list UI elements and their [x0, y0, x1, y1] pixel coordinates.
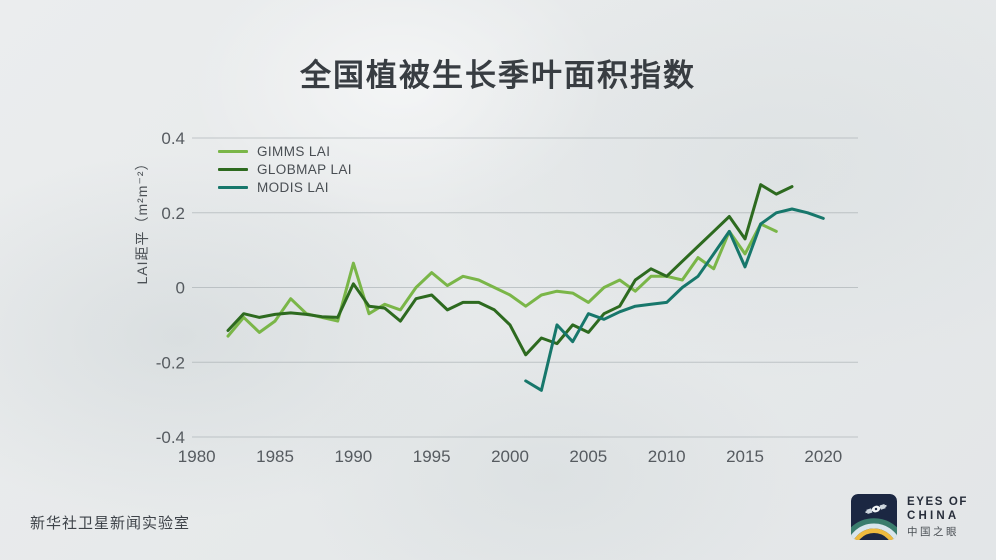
satellite-icon: [865, 503, 887, 515]
eyes-of-china-logo-icon: [850, 494, 897, 540]
y-tick-label: -0.4: [156, 428, 185, 447]
y-tick-label: 0: [176, 279, 185, 298]
legend-item-gimms-lai: GIMMS LAI: [218, 142, 352, 160]
chart-title: 全国植被生长季叶面积指数: [300, 58, 696, 93]
x-tick-label: 1980: [178, 447, 216, 466]
series-line-globmap-lai: [226, 183, 794, 357]
chart-legend: GIMMS LAI GLOBMAP LAI MODIS LAI: [218, 142, 352, 196]
x-tick-label: 2000: [491, 447, 529, 466]
globmap-line-swatch-icon: [218, 167, 248, 171]
brand-logo: EYES OF CHINA 中国之眼: [850, 494, 968, 540]
x-tick-label: 1990: [334, 447, 372, 466]
legend-label: GIMMS LAI: [257, 143, 331, 159]
x-tick-label: 2020: [804, 447, 842, 466]
series-line-modis-lai: [524, 207, 825, 392]
legend-label: GLOBMAP LAI: [257, 161, 352, 177]
x-tick-label: 2010: [648, 447, 686, 466]
x-tick-label: 1995: [413, 447, 451, 466]
arc-yellow: [850, 528, 897, 540]
brand-name-line2: CHINA: [906, 510, 960, 523]
x-tick-label: 2005: [569, 447, 607, 466]
legend-item-globmap-lai: GLOBMAP LAI: [218, 160, 352, 178]
modis-line-swatch-icon: [218, 185, 248, 189]
y-tick-label: 0.4: [161, 129, 185, 148]
arc-white: [850, 523, 897, 540]
x-tick-label: 1985: [256, 447, 294, 466]
legend-item-modis-lai: MODIS LAI: [218, 178, 352, 196]
arc-inner: [854, 533, 893, 540]
arc-teal: [850, 518, 897, 540]
y-tick-label: 0.2: [161, 204, 185, 223]
watermark-lab-name: 新华社卫星新闻实验室: [30, 515, 191, 532]
gimms-line-swatch-icon: [218, 149, 248, 153]
brand-name-line1: EYES OF: [906, 495, 968, 508]
legend-label: MODIS LAI: [257, 179, 329, 195]
brand-text: EYES OF CHINA 中国之眼: [906, 495, 968, 538]
x-tick-label: 2015: [726, 447, 764, 466]
brand-name-cn: 中国之眼: [906, 525, 959, 538]
y-tick-label: -0.2: [156, 353, 185, 372]
